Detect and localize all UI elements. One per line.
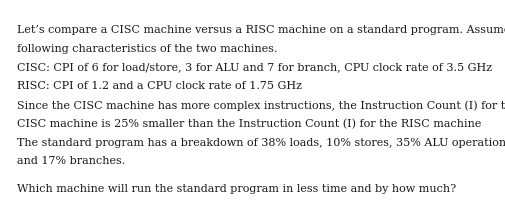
Text: Which machine will run the standard program in less time and by how much?: Which machine will run the standard prog… xyxy=(17,184,456,194)
Text: Let’s compare a CISC machine versus a RISC machine on a standard program. Assume: Let’s compare a CISC machine versus a RI… xyxy=(17,25,505,35)
Text: CISC machine is 25% smaller than the Instruction Count (I) for the RISC machine: CISC machine is 25% smaller than the Ins… xyxy=(17,119,481,129)
Text: RISC: CPI of 1.2 and a CPU clock rate of 1.75 GHz: RISC: CPI of 1.2 and a CPU clock rate of… xyxy=(17,81,301,91)
Text: CISC: CPI of 6 for load/store, 3 for ALU and 7 for branch, CPU clock rate of 3.5: CISC: CPI of 6 for load/store, 3 for ALU… xyxy=(17,63,492,73)
Text: following characteristics of the two machines.: following characteristics of the two mac… xyxy=(17,44,277,54)
Text: and 17% branches.: and 17% branches. xyxy=(17,156,125,166)
Text: Since the CISC machine has more complex instructions, the Instruction Count (I) : Since the CISC machine has more complex … xyxy=(17,100,505,111)
Text: The standard program has a breakdown of 38% loads, 10% stores, 35% ALU operation: The standard program has a breakdown of … xyxy=(17,138,505,148)
